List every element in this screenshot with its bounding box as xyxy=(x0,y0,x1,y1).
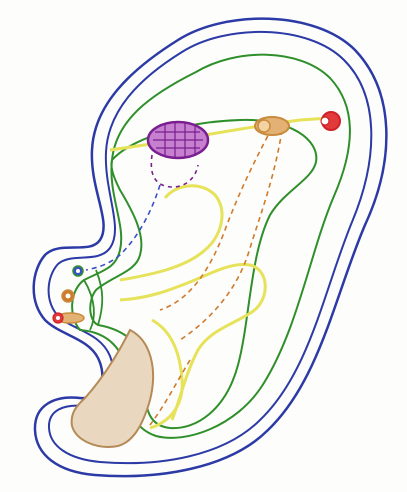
brown-region xyxy=(70,328,154,448)
orange-duct-opening-icon xyxy=(61,289,75,303)
green-layer-inner xyxy=(89,118,318,430)
purple-duct-dashed xyxy=(150,154,199,188)
yellow-layer xyxy=(119,184,267,421)
red-duct-opening-icon xyxy=(52,312,85,324)
purple-hatched-oval-icon xyxy=(146,120,210,160)
blue-duct-dashed xyxy=(85,184,161,271)
yellow-mesentery xyxy=(109,116,331,152)
tan-tube-icon xyxy=(254,116,290,136)
orange-duct-dashed xyxy=(149,127,283,426)
yellow-cavity-lining xyxy=(149,318,184,430)
red-vessel-icon xyxy=(320,111,341,131)
blue-duct-opening-icon xyxy=(72,265,84,277)
outer-contour-inner xyxy=(47,31,373,465)
outer-contour-outer xyxy=(32,17,388,478)
green-channel xyxy=(83,269,104,331)
